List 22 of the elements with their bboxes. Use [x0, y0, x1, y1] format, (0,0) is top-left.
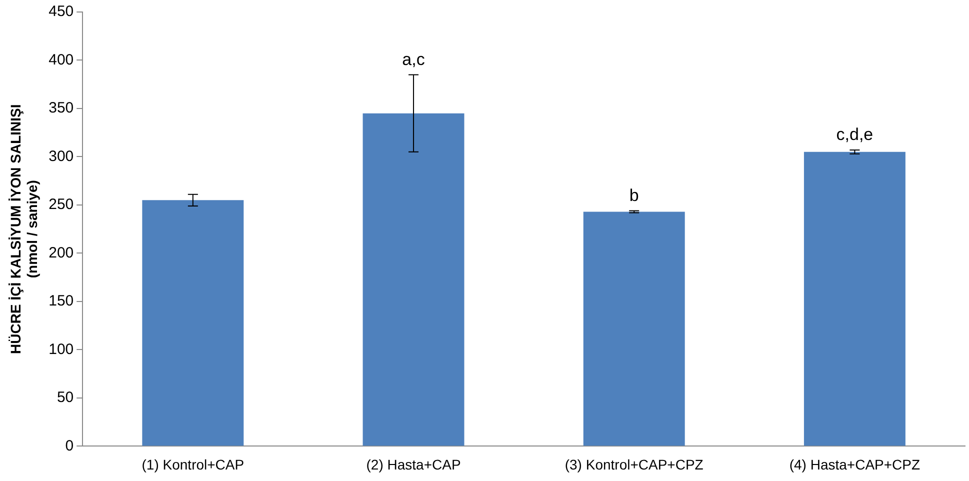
bar	[142, 200, 244, 446]
x-tick-label: (2) Hasta+CAP	[366, 456, 461, 472]
x-tick-label: (4) Hasta+CAP+CPZ	[789, 456, 920, 472]
y-tick-label: 300	[48, 148, 74, 165]
y-tick-label: 50	[56, 389, 74, 406]
bar	[583, 212, 685, 446]
annotation: b	[629, 186, 639, 205]
y-tick-label: 150	[48, 292, 74, 310]
annotation: c,d,e	[836, 125, 874, 144]
y-tick-label: 100	[48, 340, 74, 358]
y-tick-label: 250	[48, 196, 74, 214]
x-tick-label: (3) Kontrol+CAP+CPZ	[564, 456, 704, 472]
y-axis-title: HÜCRE İÇİ KALSİYUM İYON SALINIŞI (nmol / saniye)	[7, 104, 40, 354]
x-tick-label: (1) Kontrol+CAP	[142, 456, 244, 472]
y-tick-label: 450	[48, 3, 74, 20]
y-tick-label: 0	[65, 437, 74, 454]
bar	[362, 113, 464, 446]
y-tick-label: 200	[48, 244, 74, 262]
annotation: a,c	[402, 50, 426, 69]
y-tick-label: 400	[48, 51, 74, 68]
bar	[804, 152, 906, 446]
y-tick-label: 350	[48, 100, 74, 117]
